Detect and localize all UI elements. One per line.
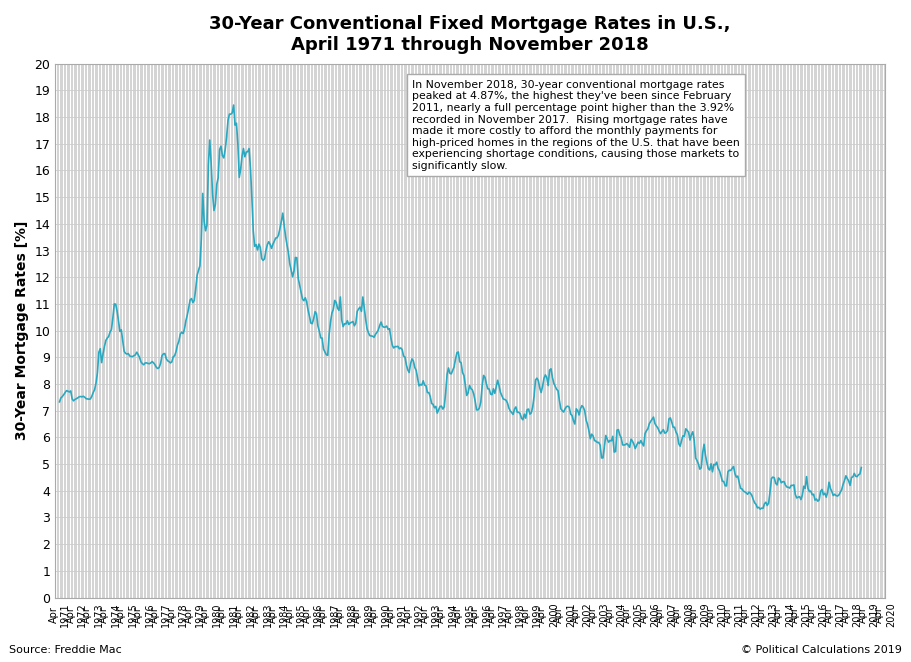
Text: Source: Freddie Mac: Source: Freddie Mac bbox=[9, 645, 122, 655]
Text: In November 2018, 30-year conventional mortgage rates
peaked at 4.87%, the highe: In November 2018, 30-year conventional m… bbox=[412, 79, 740, 171]
Y-axis label: 30-Year Mortgage Rates [%]: 30-Year Mortgage Rates [%] bbox=[15, 221, 29, 440]
Title: 30-Year Conventional Fixed Mortgage Rates in U.S.,
April 1971 through November 2: 30-Year Conventional Fixed Mortgage Rate… bbox=[210, 15, 731, 54]
Text: © Political Calculations 2019: © Political Calculations 2019 bbox=[741, 645, 902, 655]
